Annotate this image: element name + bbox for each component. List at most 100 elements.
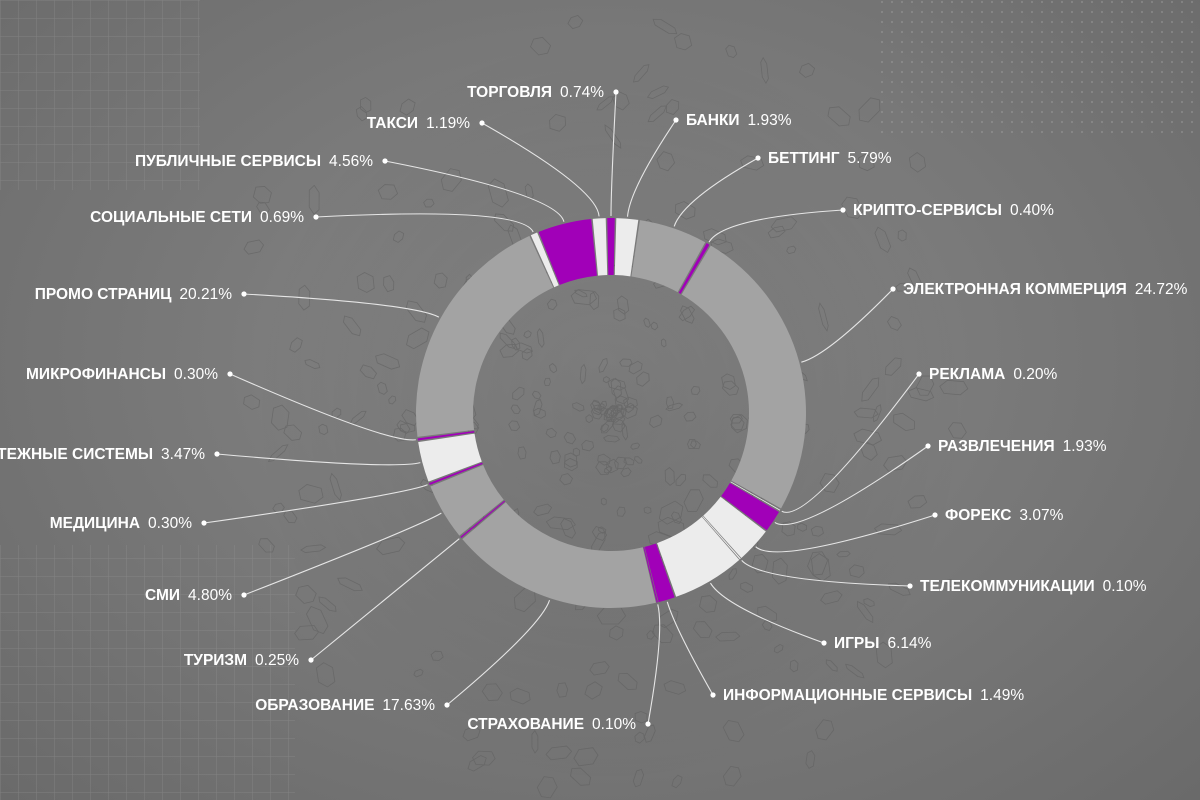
label-name: СОЦИАЛЬНЫЕ СЕТИ xyxy=(90,209,252,226)
label-name: КРИПТО-СЕРВИСЫ xyxy=(853,202,1002,219)
slice-платежные-системы xyxy=(418,433,482,482)
label-такси: ТАКСИ 1.19% xyxy=(367,115,470,132)
slice-электронная-коммерция xyxy=(681,245,806,509)
leader-dot xyxy=(313,214,319,220)
label-value: 6.14% xyxy=(887,635,931,652)
label-name: РАЗВЛЕЧЕНИЯ xyxy=(938,438,1055,455)
leader-dot xyxy=(645,721,651,727)
slice-информационные-сервисы xyxy=(644,543,675,603)
leader-line xyxy=(781,373,920,513)
slice-туризм xyxy=(460,500,506,538)
leader-line xyxy=(203,484,428,524)
leader-line xyxy=(229,373,416,441)
label-value: 0.40% xyxy=(1010,202,1054,219)
slice-сми xyxy=(430,465,504,536)
label-информационные-сервисы: ИНФОРМАЦИОННЫЕ СЕРВИСЫ 1.49% xyxy=(723,687,1024,704)
leader-line xyxy=(626,119,677,217)
label-name: СТРАХОВАНИЕ xyxy=(467,716,584,733)
leader-dot xyxy=(241,592,247,598)
leader-line xyxy=(446,599,551,706)
label-name: ТУРИЗМ xyxy=(184,652,247,669)
leader-dot xyxy=(201,520,207,526)
label-value: 3.07% xyxy=(1019,507,1063,524)
label-телекоммуникации: ТЕЛЕКОММУНИКАЦИИ 0.10% xyxy=(920,578,1147,595)
slice-беттинг xyxy=(631,220,706,293)
label-value: 1.49% xyxy=(980,687,1024,704)
label-публичные-сервисы: ПУБЛИЧНЫЕ СЕРВИСЫ 4.56% xyxy=(135,153,373,170)
label-микрофинансы: МИКРОФИНАНСЫ 0.30% xyxy=(26,366,218,383)
slice-такси xyxy=(592,218,608,276)
leader-dot xyxy=(932,512,938,518)
leader-dot xyxy=(925,443,931,449)
label-реклама: РЕКЛАМА 0.20% xyxy=(929,366,1057,383)
label-value: 0.10% xyxy=(592,716,636,733)
label-сми: СМИ 4.80% xyxy=(145,587,232,604)
leader-lines xyxy=(201,89,938,727)
label-name: ТОРГОВЛЯ xyxy=(467,84,552,101)
leader-line xyxy=(310,538,460,661)
leader-dot xyxy=(444,702,450,708)
label-name: БЕТТИНГ xyxy=(768,150,840,167)
leader-line xyxy=(384,160,565,222)
label-name: МЕДИЦИНА xyxy=(50,515,140,532)
slice-страхование xyxy=(643,546,658,603)
label-name: ОБРАЗОВАНИЕ xyxy=(255,697,374,714)
slice-банки xyxy=(614,218,639,277)
leader-dot xyxy=(821,640,827,646)
label-name: ПУБЛИЧНЫЕ СЕРВИСЫ xyxy=(135,153,321,170)
leader-line xyxy=(666,601,714,696)
leader-line xyxy=(774,445,929,526)
leader-line xyxy=(481,122,600,217)
slice-реклама xyxy=(730,481,781,511)
label-name: ПЛАТЕЖНЫЕ СИСТЕМЫ xyxy=(0,446,153,463)
label-name: ЭЛЕКТРОННАЯ КОММЕРЦИЯ xyxy=(903,281,1127,298)
grid-top-left xyxy=(0,0,200,190)
label-value: 20.21% xyxy=(179,286,232,303)
slice-крипто-сервисы xyxy=(678,243,710,294)
grid-bottom-left xyxy=(0,545,295,800)
label-value: 3.47% xyxy=(161,446,205,463)
leader-line xyxy=(673,157,759,227)
label-value: 24.72% xyxy=(1135,281,1188,298)
slice-социальные-сети xyxy=(530,232,559,288)
slice-развлечения xyxy=(721,483,780,531)
center-shadow xyxy=(250,30,970,790)
leader-dot xyxy=(840,207,846,213)
slice-образование xyxy=(462,502,656,608)
leader-dot xyxy=(227,371,233,377)
leader-line xyxy=(709,582,825,644)
dots-top-right xyxy=(880,0,1200,135)
leader-dot xyxy=(479,120,485,126)
slice-публичные-сервисы xyxy=(538,219,597,285)
label-value: 0.10% xyxy=(1103,578,1147,595)
leader-dot xyxy=(710,692,716,698)
label-value: 0.30% xyxy=(148,515,192,532)
slice-промо-страниц xyxy=(416,235,554,437)
label-игры: ИГРЫ 6.14% xyxy=(834,635,932,652)
leader-dot xyxy=(241,291,247,297)
leader-dot xyxy=(890,286,896,292)
leader-dot xyxy=(214,451,220,457)
label-образование: ОБРАЗОВАНИЕ 17.63% xyxy=(255,697,435,714)
slice-телекоммуникации xyxy=(702,515,741,560)
label-value: 1.93% xyxy=(748,112,792,129)
label-туризм: ТУРИЗМ 0.25% xyxy=(184,652,299,669)
label-промо-страниц: ПРОМО СТРАНИЦ 20.21% xyxy=(35,286,233,303)
leader-dot xyxy=(382,158,388,164)
label-электронная-коммерция: ЭЛЕКТРОННАЯ КОММЕРЦИЯ 24.72% xyxy=(903,281,1188,298)
leader-line xyxy=(315,213,534,233)
leader-line xyxy=(755,514,936,553)
label-развлечения: РАЗВЛЕЧЕНИЯ 1.93% xyxy=(938,438,1107,455)
label-крипто-сервисы: КРИПТО-СЕРВИСЫ 0.40% xyxy=(853,202,1054,219)
label-name: ИГРЫ xyxy=(834,635,879,652)
donut-slices xyxy=(416,218,806,608)
label-value: 0.69% xyxy=(260,209,304,226)
slice-торговля xyxy=(607,218,615,276)
leader-line xyxy=(801,288,894,363)
leader-line xyxy=(243,293,440,318)
leader-line xyxy=(610,91,617,217)
label-value: 0.30% xyxy=(174,366,218,383)
leader-line xyxy=(647,604,661,725)
slice-labels: ТОРГОВЛЯ 0.74% БАНКИ 1.93% БЕТТИНГ 5.79% КРИПТ… xyxy=(0,84,1188,733)
